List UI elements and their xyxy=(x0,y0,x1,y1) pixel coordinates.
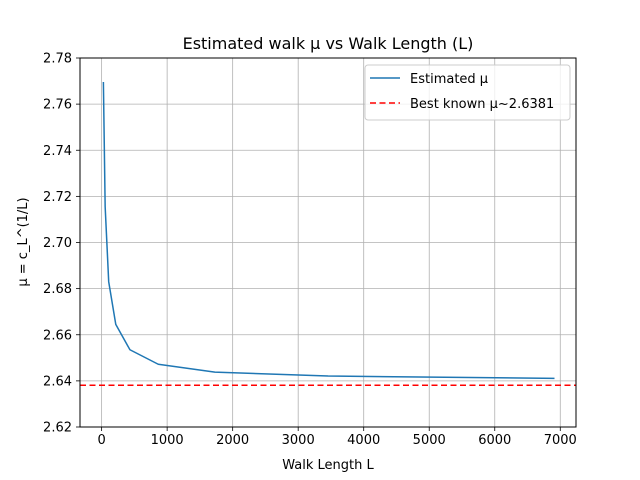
y-tick-label: 2.62 xyxy=(43,421,72,436)
x-tick-label: 2000 xyxy=(216,433,249,448)
x-axis-ticks: 0 1000 2000 3000 4000 5000 6000 7000 xyxy=(97,427,577,448)
x-axis-label: Walk Length L xyxy=(282,458,374,473)
legend: Estimated μ Best known μ~2.6381 xyxy=(364,64,571,121)
x-tick-label: 4000 xyxy=(347,433,380,448)
y-axis-ticks: 2.62 2.64 2.66 2.68 2.70 2.72 2.74 2.76 2.78 xyxy=(43,52,80,436)
y-tick-label: 2.72 xyxy=(43,190,72,205)
x-tick-label: 1000 xyxy=(151,433,184,448)
y-axis-label: μ = c_L^(1/L) xyxy=(16,197,31,286)
y-tick-label: 2.68 xyxy=(43,282,72,297)
y-tick-label: 2.78 xyxy=(43,52,72,67)
legend-box xyxy=(364,64,571,121)
y-tick-label: 2.76 xyxy=(43,98,72,113)
y-tick-label: 2.66 xyxy=(43,328,72,343)
x-tick-label: 5000 xyxy=(413,433,446,448)
plot-series xyxy=(80,81,576,387)
legend-label-best-known: Best known μ~2.6381 xyxy=(410,97,554,112)
chart-title: Estimated walk μ vs Walk Length (L) xyxy=(183,34,474,53)
y-tick-label: 2.70 xyxy=(43,236,72,251)
x-tick-label: 3000 xyxy=(282,433,315,448)
legend-label-estimated: Estimated μ xyxy=(410,72,488,87)
x-tick-label: 0 xyxy=(97,433,105,448)
y-tick-label: 2.64 xyxy=(43,374,72,389)
x-tick-label: 6000 xyxy=(478,433,511,448)
y-tick-label: 2.74 xyxy=(43,144,72,159)
series-line-estimated-mu xyxy=(102,81,555,380)
x-tick-label: 7000 xyxy=(544,433,577,448)
